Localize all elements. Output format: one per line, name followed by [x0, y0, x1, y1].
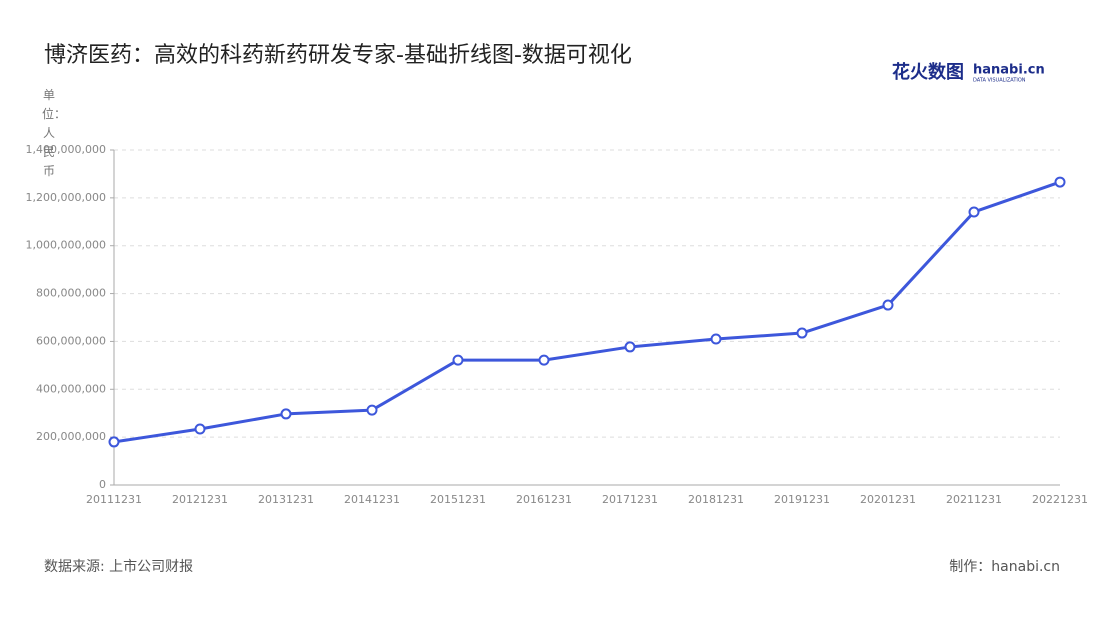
x-tick-label: 20171231: [602, 493, 658, 506]
y-tick-label: 600,000,000: [36, 334, 106, 347]
x-tick-label: 20141231: [344, 493, 400, 506]
x-tick-label: 20221231: [1032, 493, 1088, 506]
point: [280, 408, 292, 420]
x-tick-label: 20121231: [172, 493, 228, 506]
point: [194, 423, 206, 435]
line: [113, 180, 1061, 444]
y-tick-label: 1,400,000,000: [26, 143, 106, 156]
source: 数据来源: 上市公司财报: [44, 558, 193, 575]
y-tick-label: 0: [99, 478, 106, 491]
point: [452, 354, 464, 366]
x-tick-label: 20191231: [774, 493, 830, 506]
x-tick-label: 20181231: [688, 493, 744, 506]
x-tick-label: 20161231: [516, 493, 572, 506]
logo-site: hanabi.cn: [973, 63, 1045, 78]
logo-brand: 花火数图: [892, 61, 964, 83]
point: [710, 333, 722, 345]
point: [796, 327, 808, 339]
x-tick-label: 20151231: [430, 493, 486, 506]
point: [1054, 176, 1066, 188]
x-tick-label: 20111231: [86, 493, 142, 506]
x-tick-label: 20201231: [860, 493, 916, 506]
point: [538, 354, 550, 366]
logo-tagline: DATA VISUALIZATION: [973, 78, 1026, 84]
y-tick-label: 200,000,000: [36, 430, 106, 443]
point: [108, 436, 120, 448]
y-tick-label: 800,000,000: [36, 287, 106, 300]
x-tick-label: 20131231: [258, 493, 314, 506]
y-tick-label: 400,000,000: [36, 382, 106, 395]
point: [366, 404, 378, 416]
chart-title: 博济医药：高效的科药新药研发专家-基础折线图-数据可视化: [44, 43, 632, 68]
y-axis-label: 单位：人民币: [42, 88, 67, 178]
credit: 制作：hanabi.cn: [949, 559, 1060, 575]
y-tick-label: 1,000,000,000: [26, 239, 106, 252]
point: [624, 341, 636, 353]
y-tick-label: 1,200,000,000: [26, 191, 106, 204]
point: [968, 206, 980, 218]
x-tick-label: 20211231: [946, 493, 1002, 506]
point: [882, 299, 894, 311]
